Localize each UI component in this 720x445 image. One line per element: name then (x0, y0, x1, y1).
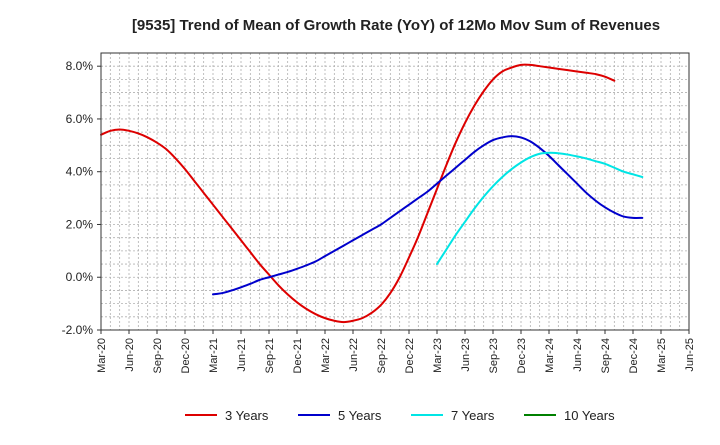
legend-label-7-years: 7 Years (451, 408, 495, 423)
grid-layer (101, 53, 689, 330)
y-tick-label: 6.0% (66, 112, 94, 126)
legend-label-10-years: 10 Years (564, 408, 615, 423)
x-tick-label: Sep-23 (488, 338, 500, 373)
y-tick-label: -2.0% (62, 323, 94, 337)
x-tick-label: Sep-21 (264, 338, 276, 373)
y-tick-label: 4.0% (66, 165, 94, 179)
x-tick-label: Sep-22 (376, 338, 388, 373)
x-tick-label: Jun-21 (236, 338, 248, 372)
series-line-3-years (100, 63, 616, 324)
x-tick-label: Dec-24 (628, 338, 640, 373)
x-tick-label: Dec-20 (180, 338, 192, 373)
x-tick-label: Mar-23 (432, 338, 444, 373)
series-layer (100, 63, 644, 324)
x-tick-label: Jun-25 (684, 338, 696, 372)
y-axis: -2.0% 0.0% 2.0% 4.0% 6.0% 8.0% (62, 59, 101, 337)
y-tick-label: 0.0% (66, 270, 94, 284)
x-tick-label: Jun-20 (124, 338, 136, 372)
chart-title: [9535] Trend of Mean of Growth Rate (YoY… (132, 17, 660, 34)
legend-label-5-years: 5 Years (338, 408, 382, 423)
x-tick-label: Mar-24 (544, 338, 556, 373)
x-tick-label: Jun-23 (460, 338, 472, 372)
series-line-5-years (212, 135, 644, 296)
x-tick-label: Dec-23 (516, 338, 528, 373)
legend: 3 Years 5 Years 7 Years 10 Years (185, 408, 615, 423)
x-tick-label: Jun-22 (348, 338, 360, 372)
x-tick-label: Sep-20 (152, 338, 164, 373)
x-tick-label: Mar-22 (320, 338, 332, 373)
x-tick-label: Dec-22 (404, 338, 416, 373)
y-tick-label: 8.0% (66, 59, 94, 73)
x-tick-label: Dec-21 (292, 338, 304, 373)
plot-frame (100, 52, 690, 331)
series-line-7-years (436, 151, 644, 266)
x-tick-label: Jun-24 (572, 338, 584, 372)
legend-label-3-years: 3 Years (225, 408, 269, 423)
x-tick-label: Mar-25 (656, 338, 668, 373)
x-tick-label: Mar-20 (96, 338, 108, 373)
x-tick-label: Mar-21 (208, 338, 220, 373)
x-axis: Mar-20 Jun-20 Sep-20 Dec-20 Mar-21 Jun-21 Sep-… (96, 330, 696, 373)
y-tick-label: 2.0% (66, 217, 94, 231)
x-tick-label: Sep-24 (600, 338, 612, 373)
